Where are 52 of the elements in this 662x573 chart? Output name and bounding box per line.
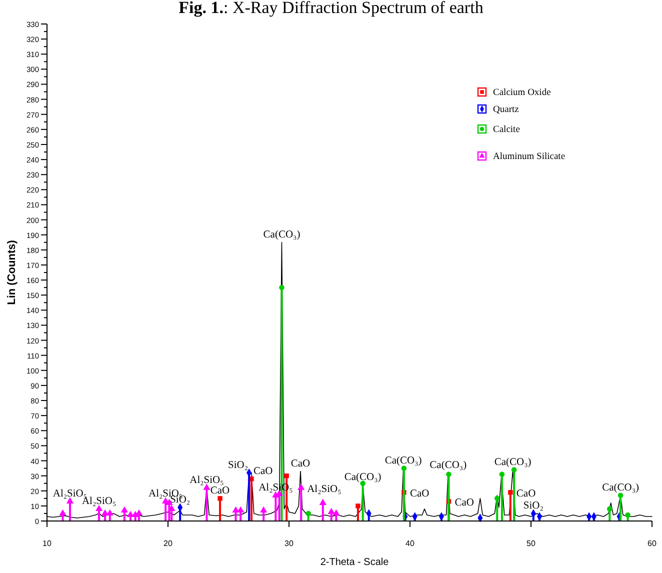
chart-title: Fig. 1.: X-Ray Diffraction Spectrum of earth bbox=[178, 0, 484, 17]
annotation: CaO bbox=[210, 485, 230, 496]
point bbox=[120, 506, 128, 513]
point bbox=[607, 506, 612, 512]
point bbox=[494, 496, 500, 502]
point bbox=[218, 496, 222, 501]
point bbox=[511, 467, 517, 472]
annotation: CaO bbox=[290, 458, 311, 470]
legend-label: Calcite bbox=[493, 125, 520, 135]
x-tick-label: 30 bbox=[284, 539, 294, 548]
x-tick-label: 60 bbox=[648, 539, 657, 548]
point bbox=[279, 284, 284, 290]
point bbox=[298, 484, 305, 490]
point bbox=[260, 506, 268, 513]
point bbox=[319, 498, 326, 505]
x-axis-title: 2-Theta - Scale bbox=[320, 557, 390, 568]
point bbox=[237, 506, 244, 513]
x-tick-label: 40 bbox=[406, 539, 415, 548]
point bbox=[332, 509, 340, 516]
point bbox=[499, 472, 505, 477]
annotation: CaO bbox=[454, 497, 474, 508]
annotation: Ca(CO₃) bbox=[344, 472, 382, 483]
x-tick-label: 20 bbox=[164, 539, 173, 548]
point bbox=[356, 504, 360, 508]
point bbox=[328, 508, 335, 514]
point bbox=[306, 510, 312, 516]
annotation: Ca(CO₃) bbox=[494, 456, 532, 468]
annotation: SiO₂ bbox=[523, 500, 544, 512]
annotation: CaO bbox=[516, 488, 536, 500]
point bbox=[446, 472, 452, 477]
annotation: Al₂SiO₅ bbox=[190, 474, 224, 486]
legend-label: Calcium Oxide bbox=[493, 88, 551, 98]
annotation: Ca(CO₃) bbox=[263, 229, 301, 240]
legend-label: Quartz bbox=[493, 105, 519, 115]
y-axis-title: Lin (Counts) bbox=[6, 240, 18, 305]
x-tick-label: 10 bbox=[42, 539, 52, 548]
annotation: SiO₂ bbox=[228, 460, 248, 471]
annotation: CaO bbox=[253, 466, 274, 477]
annotation: Al₂SiO₅ bbox=[307, 484, 342, 495]
annotation: Ca(CO₃) bbox=[384, 455, 422, 466]
point bbox=[508, 490, 513, 495]
point bbox=[284, 473, 289, 478]
legend-label: Aluminum Silicate bbox=[493, 152, 566, 162]
x-tick-label: 50 bbox=[526, 539, 536, 548]
annotation: Ca(CO₃) bbox=[430, 460, 468, 471]
point bbox=[618, 492, 624, 498]
point bbox=[168, 504, 176, 512]
point bbox=[59, 509, 66, 516]
point bbox=[401, 466, 407, 471]
annotation: Ca(CO₃) bbox=[602, 482, 640, 494]
annotation: CaO bbox=[410, 488, 430, 500]
point bbox=[625, 512, 630, 518]
